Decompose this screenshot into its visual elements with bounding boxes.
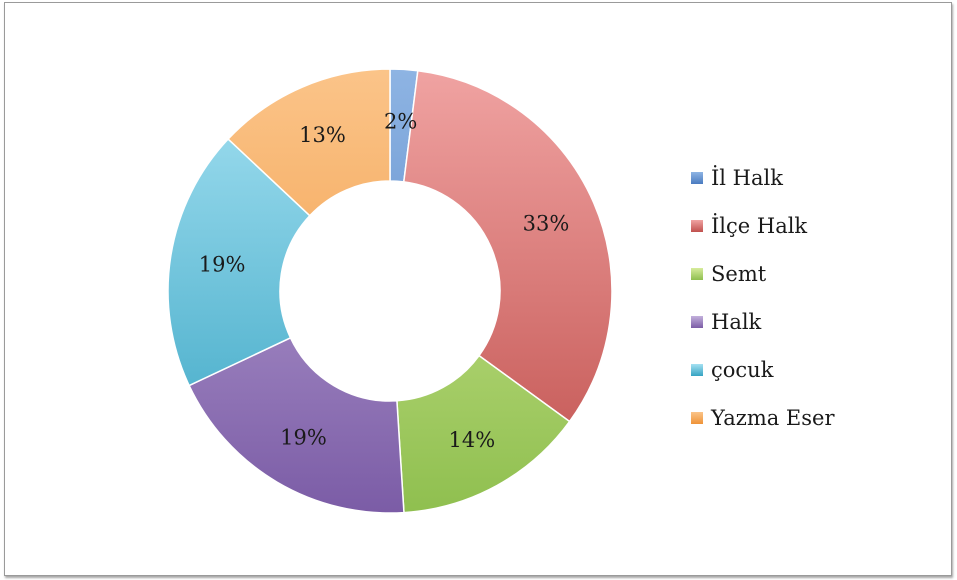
chart-frame: 2% 33% 14% 19% 19% 13% İl Halk İlçe Halk Semt Ha… [4,2,952,576]
slice-data-label: 2% [384,109,417,133]
legend-label: çocuk [711,358,774,382]
legend-label: Halk [711,310,762,334]
slice-data-label: 19% [280,425,327,449]
legend: İl Halk İlçe Halk Semt Halk çocuk Yazma Eser [691,154,835,442]
legend-label: İl Halk [711,166,783,190]
legend-label: Yazma Eser [711,406,835,430]
legend-item: Semt [691,250,835,298]
donut-slice [402,69,613,423]
legend-swatch [691,268,703,280]
legend-label: İlçe Halk [711,214,808,238]
slice-data-label: 33% [523,211,570,235]
donut-slice [227,68,391,217]
legend-item: Yazma Eser [691,394,835,442]
legend-swatch [691,172,703,184]
legend-item: İl Halk [691,154,835,202]
slice-data-label: 14% [449,428,496,452]
legend-item: Halk [691,298,835,346]
donut-slice [167,137,311,387]
legend-swatch [691,316,703,328]
legend-swatch [691,364,703,376]
legend-swatch [691,412,703,424]
legend-item: çocuk [691,346,835,394]
legend-item: İlçe Halk [691,202,835,250]
legend-swatch [691,220,703,232]
slice-data-label: 13% [299,123,346,147]
donut-slice [188,336,405,514]
donut-chart: 2% 33% 14% 19% 19% 13% [167,68,613,514]
slice-data-label: 19% [199,252,246,276]
legend-label: Semt [711,262,767,286]
